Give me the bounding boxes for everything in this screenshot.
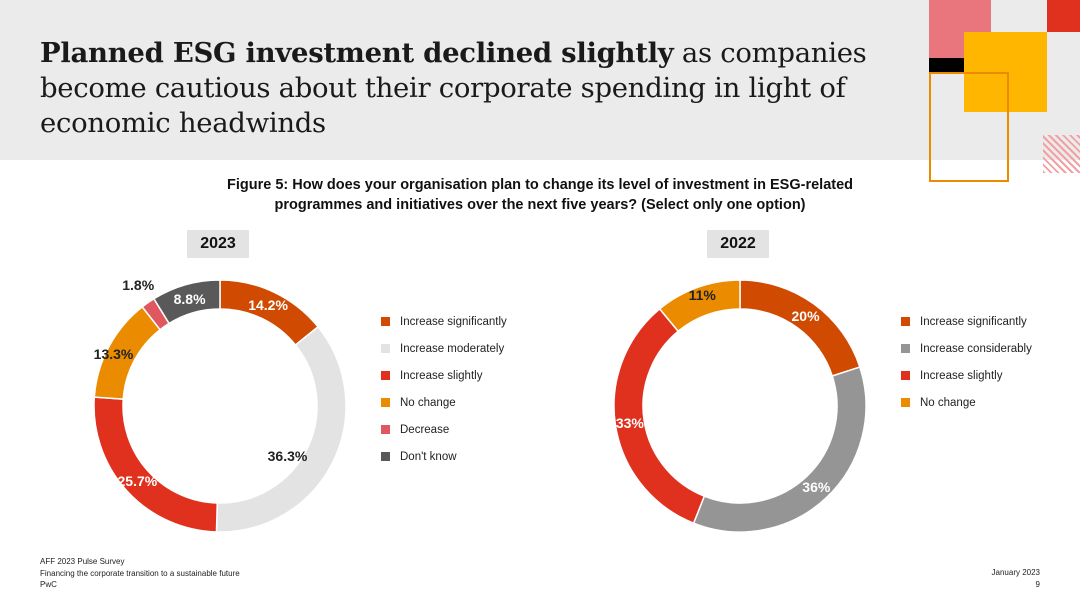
data-label: 13.3% — [93, 345, 134, 362]
legend-label: Increase significantly — [920, 315, 1027, 328]
data-label: 11% — [688, 287, 716, 304]
legend-label: Decrease — [400, 423, 450, 436]
data-label: 36.3% — [267, 448, 308, 465]
data-label: 36% — [802, 479, 831, 496]
legend-swatch — [901, 317, 910, 326]
legend-item: Increase significantly — [901, 308, 1032, 335]
legend-2022: Increase significantly Increase considera… — [901, 308, 1032, 416]
legend-swatch — [901, 398, 910, 407]
deco-red-corner — [1047, 0, 1080, 32]
footer-meta: January 2023 9 — [992, 567, 1040, 590]
title-bold: Planned ESG investment declined slightly — [40, 37, 674, 69]
footer-date: January 2023 — [991, 568, 1040, 577]
legend-item: Increase moderately — [381, 335, 507, 362]
footer-source: AFF 2023 Pulse Survey Financing the corp… — [40, 556, 240, 591]
legend-swatch — [381, 452, 390, 461]
donut-segment-increase-slightly — [93, 396, 219, 533]
legend-item: Decrease — [381, 416, 507, 443]
legend-swatch — [381, 344, 390, 353]
donut-segment-no-change — [658, 279, 741, 333]
legend-2023: Increase significantly Increase moderatel… — [381, 308, 507, 470]
legend-label: Increase considerably — [920, 342, 1032, 355]
legend-label: Increase slightly — [920, 369, 1003, 382]
header-band — [0, 0, 1080, 160]
legend-item: Increase considerably — [901, 335, 1032, 362]
caption-line-2: programmes and initiatives over the next… — [274, 197, 806, 213]
legend-swatch — [381, 317, 390, 326]
legend-label: Don't know — [400, 450, 457, 463]
legend-swatch — [901, 371, 910, 380]
legend-item: Increase slightly — [901, 362, 1032, 389]
legend-swatch — [381, 371, 390, 380]
data-label: 1.8% — [122, 276, 155, 293]
data-label: 33% — [615, 415, 644, 432]
page-number: 9 — [1035, 579, 1040, 589]
data-label: 25.7% — [117, 472, 158, 489]
legend-label: No change — [920, 396, 976, 409]
legend-swatch — [381, 425, 390, 434]
legend-item: No change — [381, 389, 507, 416]
donut-segment-increase-moderately — [215, 325, 347, 533]
legend-label: Increase slightly — [400, 369, 483, 382]
data-label: 14.2% — [248, 297, 288, 314]
deco-orange-outline — [929, 72, 1009, 182]
legend-swatch — [381, 398, 390, 407]
data-label: 20% — [791, 307, 820, 324]
donut-segment-don-t-know — [152, 279, 221, 325]
donut-chart-2022 — [613, 279, 867, 533]
year-label-2022: 2022 — [707, 230, 769, 258]
deco-hatch — [1043, 135, 1080, 173]
legend-item: Don't know — [381, 443, 507, 470]
page-title: Planned ESG investment declined slightly… — [40, 36, 900, 141]
data-label: 8.8% — [173, 290, 206, 307]
footer-line-3: PwC — [40, 580, 57, 589]
donut-segment-increase-considerably — [692, 366, 867, 533]
legend-item: Increase slightly — [381, 362, 507, 389]
figure-caption: Figure 5: How does your organisation pla… — [170, 175, 910, 215]
legend-label: Increase moderately — [400, 342, 505, 355]
donut-segment-increase-significantly — [739, 279, 861, 377]
legend-swatch — [901, 344, 910, 353]
donut-chart-2023 — [93, 279, 347, 533]
legend-item: Increase significantly — [381, 308, 507, 335]
legend-label: No change — [400, 396, 456, 409]
legend-label: Increase significantly — [400, 315, 507, 328]
caption-line-1: Figure 5: How does your organisation pla… — [226, 177, 854, 193]
legend-item: No change — [901, 389, 1032, 416]
footer-line-2: Financing the corporate transition to a … — [40, 568, 240, 578]
title-rest: as companies become cautious about their… — [40, 37, 867, 139]
year-label-2023: 2023 — [187, 230, 249, 258]
footer-line-1: AFF 2023 Pulse Survey — [40, 557, 125, 566]
